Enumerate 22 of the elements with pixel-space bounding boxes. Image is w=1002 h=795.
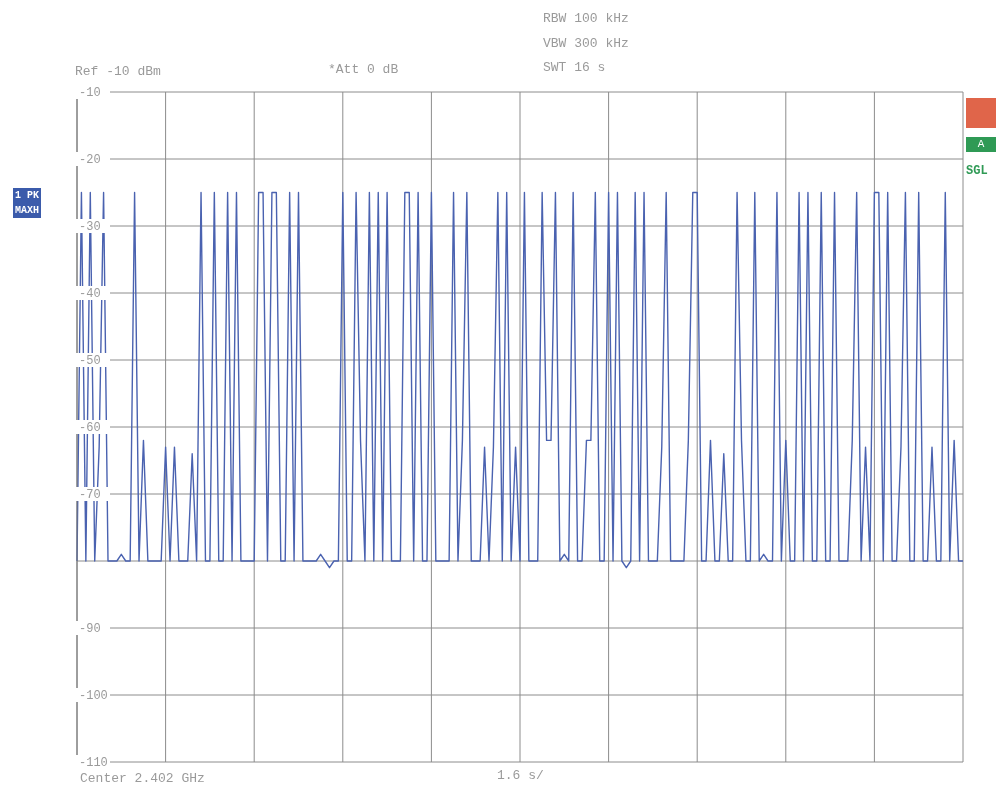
y-tick-label: -40 — [79, 287, 101, 301]
y-tick-label: -60 — [79, 421, 101, 435]
text: SGL — [966, 164, 988, 179]
text: RBW 100 kHz — [543, 11, 629, 26]
y-tick-label: -70 — [79, 488, 101, 502]
text: SWT 16 s — [543, 60, 606, 75]
y-tick-label: -50 — [79, 354, 101, 368]
text: VBW 300 kHz — [543, 36, 629, 51]
text: *Att 0 dB — [328, 62, 399, 77]
y-tick-label: -90 — [79, 622, 101, 636]
text: Ref -10 dBm — [75, 64, 161, 79]
y-tick-label: -100 — [79, 689, 108, 703]
text: 1 PK — [13, 188, 42, 203]
y-tick-label: -20 — [79, 153, 101, 167]
text: A — [966, 137, 996, 152]
y-tick-label: -30 — [79, 220, 101, 234]
line-series — [76, 191, 964, 569]
y-tick-label: -110 — [79, 756, 108, 770]
y-tick-label: -10 — [79, 86, 101, 100]
text: MAXH — [13, 203, 42, 218]
text: 1.6 s/ — [497, 768, 544, 783]
text: Center 2.402 GHz — [80, 771, 205, 786]
